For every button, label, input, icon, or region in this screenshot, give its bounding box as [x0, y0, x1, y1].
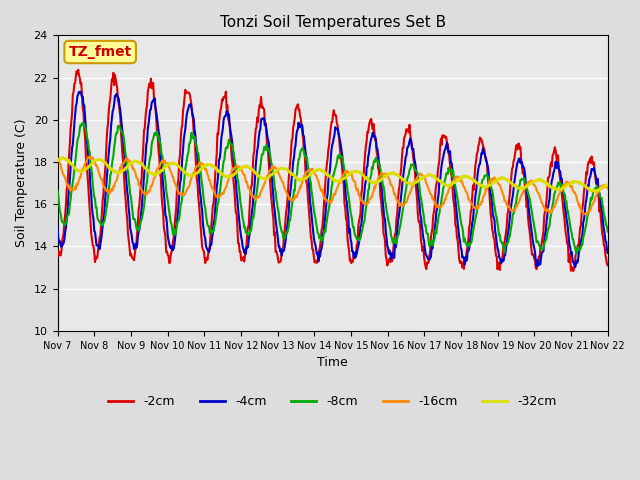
Legend: -2cm, -4cm, -8cm, -16cm, -32cm: -2cm, -4cm, -8cm, -16cm, -32cm	[104, 390, 562, 413]
Text: TZ_fmet: TZ_fmet	[68, 45, 132, 59]
Y-axis label: Soil Temperature (C): Soil Temperature (C)	[15, 119, 28, 247]
Title: Tonzi Soil Temperatures Set B: Tonzi Soil Temperatures Set B	[220, 15, 445, 30]
X-axis label: Time: Time	[317, 356, 348, 369]
